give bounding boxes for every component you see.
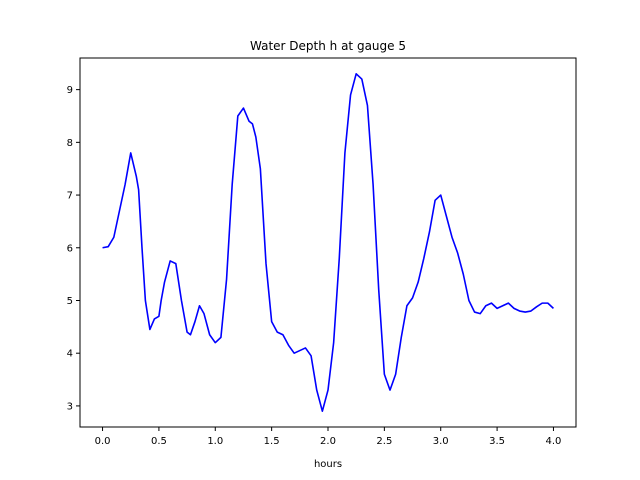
- series-line-0: [102, 73, 554, 412]
- x-tick-label: 3.5: [489, 436, 505, 447]
- x-tick-label: 1.0: [207, 436, 223, 447]
- y-tick-label: 8: [67, 138, 73, 149]
- x-tick-label: 2.5: [376, 436, 392, 447]
- x-tick-label: 2.0: [320, 436, 336, 447]
- x-tick-label: 3.0: [433, 436, 449, 447]
- y-axis-ticks: 3 4 5 6 7 8 9: [67, 85, 80, 412]
- plot-area: [102, 73, 554, 412]
- x-tick-label: 0.0: [95, 436, 111, 447]
- x-axis-ticks: 0.0 0.5 1.0 1.5 2.0 2.5 3.0 3.5 4.0: [95, 427, 562, 447]
- y-tick-label: 7: [67, 191, 73, 202]
- chart-title: Water Depth h at gauge 5: [250, 39, 406, 53]
- x-axis-label: hours: [314, 459, 342, 470]
- plot-frame: [79, 57, 577, 428]
- y-tick-label: 6: [67, 243, 73, 254]
- y-tick-label: 3: [67, 401, 73, 412]
- y-tick-label: 4: [67, 349, 73, 360]
- x-tick-label: 0.5: [151, 436, 167, 447]
- y-tick-label: 5: [67, 296, 73, 307]
- x-tick-label: 4.0: [546, 436, 562, 447]
- x-tick-label: 1.5: [264, 436, 280, 447]
- y-tick-label: 9: [67, 85, 73, 96]
